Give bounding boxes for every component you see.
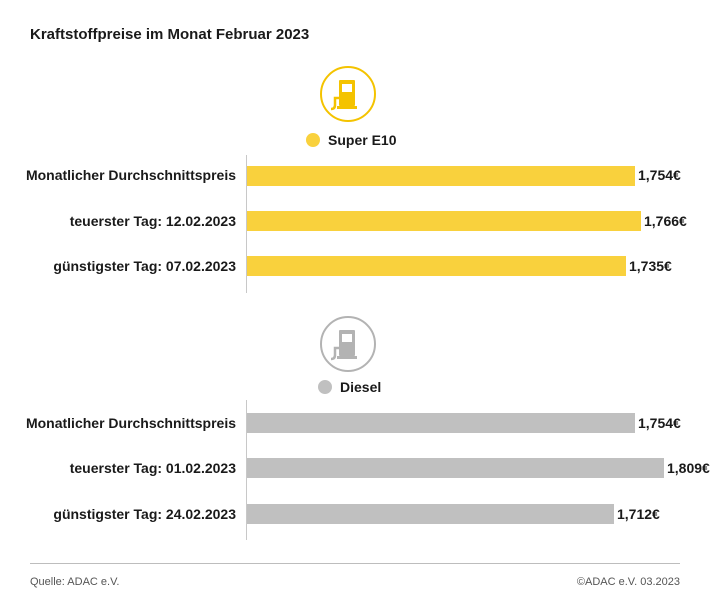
legend-label-super-e10: Super E10	[328, 132, 397, 148]
super-value-most-expensive: 1,766€	[644, 213, 687, 229]
super-label-0: Monatlicher Durchschnittspreis	[25, 167, 236, 183]
chart-title: Kraftstoffpreise im Monat Februar 2023	[30, 26, 310, 43]
super-bar-cheapest	[247, 256, 626, 276]
diesel-axis	[246, 400, 247, 540]
copyright-note: ©ADAC e.V. 03.2023	[576, 576, 680, 588]
legend-diesel: Diesel	[318, 379, 381, 395]
diesel-bar-most-expensive	[247, 458, 664, 478]
diesel-value-cheapest: 1,712€	[617, 506, 660, 522]
super-bar-average	[247, 166, 635, 186]
super-e10-fuel-pump-icon	[320, 66, 376, 122]
super-label-1: teuerster Tag: 12.02.2023	[69, 213, 236, 229]
super-label-2: günstigster Tag: 07.02.2023	[53, 258, 236, 274]
footer-divider	[30, 563, 680, 564]
diesel-value-average: 1,754€	[638, 415, 681, 431]
diesel-value-most-expensive: 1,809€	[667, 460, 710, 476]
legend-super-e10: Super E10	[306, 132, 396, 148]
legend-label-diesel: Diesel	[340, 379, 382, 395]
diesel-label-0: Monatlicher Durchschnittspreis	[25, 415, 236, 431]
diesel-bar-average	[247, 413, 635, 433]
legend-swatch-super-e10	[306, 133, 320, 147]
diesel-bar-cheapest	[247, 504, 614, 524]
super-value-cheapest: 1,735€	[629, 258, 672, 274]
super-e10-axis	[246, 155, 247, 293]
diesel-label-2: günstigster Tag: 24.02.2023	[53, 506, 236, 522]
legend-swatch-diesel	[318, 380, 332, 394]
source-note: Quelle: ADAC e.V.	[30, 576, 120, 588]
diesel-fuel-pump-icon	[320, 316, 376, 372]
diesel-label-1: teuerster Tag: 01.02.2023	[69, 460, 236, 476]
super-bar-most-expensive	[247, 211, 641, 231]
super-value-average: 1,754€	[638, 167, 681, 183]
